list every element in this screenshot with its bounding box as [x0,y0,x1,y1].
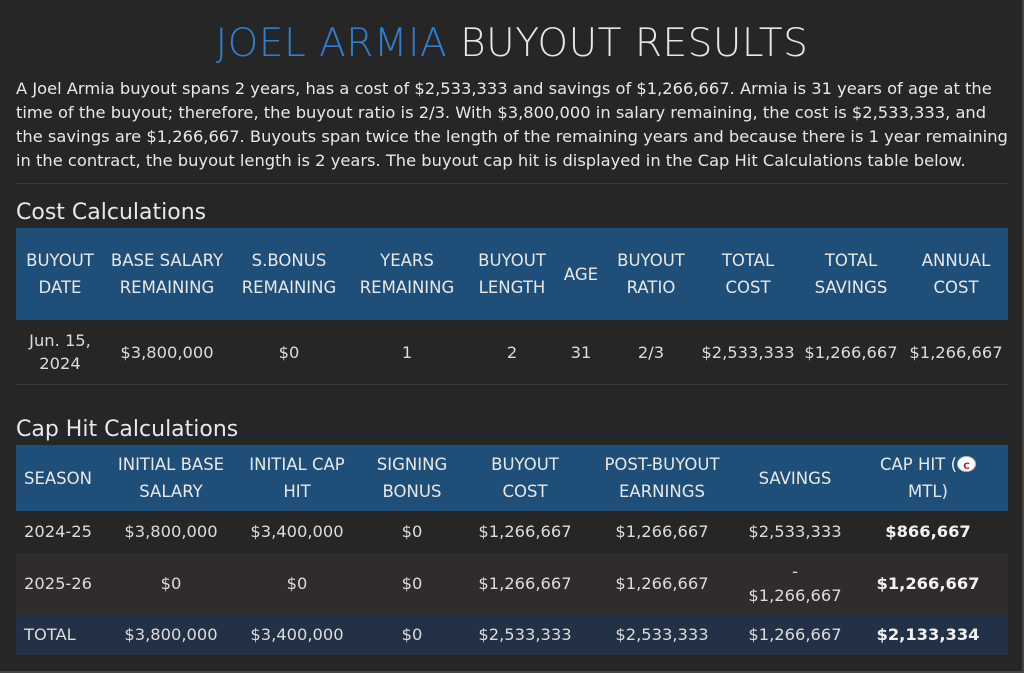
col-savings: SAVINGS [742,445,848,511]
col-buyout-ratio: BUYOUT RATIO [604,228,698,320]
cost-calculations-heading: Cost Calculations [16,200,207,225]
cell-years: 1 [348,320,466,385]
cell-initial-base: $3,800,000 [104,511,238,553]
savings-sign: - [792,562,798,581]
col-buyout-date: BUYOUT DATE [16,228,104,320]
col-age: AGE [558,228,604,320]
canadiens-logo-icon: C [957,455,977,472]
cap-hit-calculations-heading: Cap Hit Calculations [16,417,239,442]
table-row: Jun. 15, 2024 $3,800,000 $0 1 2 31 2/3 $… [16,320,1008,385]
cap-hit-label: CAP HIT ( [879,455,958,474]
cell-base-salary: $3,800,000 [104,320,230,385]
title-suffix: BUYOUT RESULTS [460,21,809,66]
col-annual-cost: ANNUAL COST [904,228,1008,320]
cost-calculations-table: BUYOUT DATE BASE SALARY REMAINING S.BONU… [16,228,1008,385]
cell-savings: $1,266,667 [742,615,848,655]
cap-hit-calculations-table: SEASON INITIAL BASE SALARY INITIAL CAP H… [16,445,1008,655]
cell-total-cost: $2,533,333 [698,320,798,385]
cell-post-buyout: $1,266,667 [582,511,742,553]
cell-post-buyout: $2,533,333 [582,615,742,655]
buyout-description: A Joel Armia buyout spans 2 years, has a… [16,77,1008,184]
col-signing-bonus: SIGNING BONUS [356,445,468,511]
cost-header-row: BUYOUT DATE BASE SALARY REMAINING S.BONU… [16,228,1008,320]
cell-season: 2024-25 [16,511,104,553]
cell-signing-bonus: $0 [356,553,468,615]
table-row: 2025-26 $0 $0 $0 $1,266,667 $1,266,667 -… [16,553,1008,615]
cell-initial-base: $0 [104,553,238,615]
col-post-buyout: POST-BUYOUT EARNINGS [582,445,742,511]
cap-hit-team: MTL) [908,482,948,501]
cell-signing-bonus: $0 [356,615,468,655]
col-base-salary: BASE SALARY REMAINING [104,228,230,320]
cell-season: 2025-26 [16,553,104,615]
savings-value: $1,266,667 [748,586,842,605]
col-total-cost: TOTAL COST [698,228,798,320]
cell-post-buyout: $1,266,667 [582,553,742,615]
col-initial-base: INITIAL BASE SALARY [104,445,238,511]
cell-initial-cap: $3,400,000 [238,615,356,655]
cap-header-row: SEASON INITIAL BASE SALARY INITIAL CAP H… [16,445,1008,511]
cell-age: 31 [558,320,604,385]
cell-signing-bonus: $0 [356,511,468,553]
col-sbonus: S.BONUS REMAINING [230,228,348,320]
col-buyout-cost: BUYOUT COST [468,445,582,511]
col-cap-hit: CAP HIT ( C MTL) [848,445,1008,511]
col-years-remaining: YEARS REMAINING [348,228,466,320]
cell-buyout-date: Jun. 15, 2024 [16,320,104,385]
cell-sbonus: $0 [230,320,348,385]
cell-initial-cap: $3,400,000 [238,511,356,553]
col-buyout-length: BUYOUT LENGTH [466,228,558,320]
cell-savings: - $1,266,667 [742,553,848,615]
cell-buyout-cost: $1,266,667 [468,553,582,615]
cell-season: TOTAL [16,615,104,655]
page-title: JOEL ARMIA BUYOUT RESULTS [0,0,1024,68]
col-total-savings: TOTAL SAVINGS [798,228,904,320]
logo-letter: C [963,461,970,472]
cell-cap-hit: $866,667 [848,511,1008,553]
cell-buyout-cost: $1,266,667 [468,511,582,553]
col-initial-cap: INITIAL CAP HIT [238,445,356,511]
cell-annual-cost: $1,266,667 [904,320,1008,385]
cell-cap-hit: $2,133,334 [848,615,1008,655]
cell-cap-hit: $1,266,667 [848,553,1008,615]
cell-ratio: 2/3 [604,320,698,385]
cell-length: 2 [466,320,558,385]
cell-initial-cap: $0 [238,553,356,615]
cell-savings: $2,533,333 [742,511,848,553]
cell-initial-base: $3,800,000 [104,615,238,655]
table-row: 2024-25 $3,800,000 $3,400,000 $0 $1,266,… [16,511,1008,553]
total-row: TOTAL $3,800,000 $3,400,000 $0 $2,533,33… [16,615,1008,655]
cell-total-savings: $1,266,667 [798,320,904,385]
col-season: SEASON [16,445,104,511]
cell-buyout-cost: $2,533,333 [468,615,582,655]
player-name: JOEL ARMIA [215,21,448,66]
